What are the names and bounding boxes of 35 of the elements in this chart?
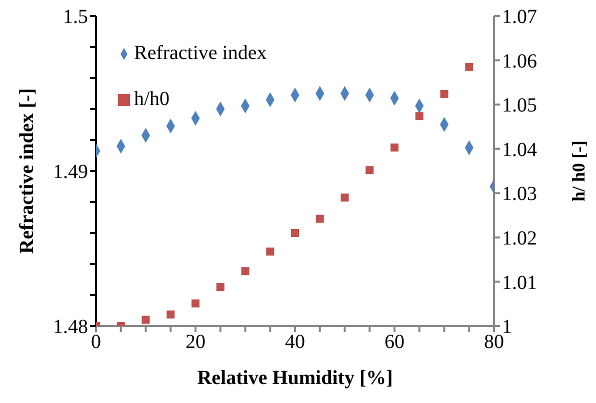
x-tick-label: 0 bbox=[91, 331, 101, 354]
x-tick-label: 40 bbox=[285, 331, 305, 354]
y-tick-label: 1.5 bbox=[63, 6, 88, 28]
y-tick-label: 1.48 bbox=[53, 316, 88, 338]
y2-tick-label: 1.04 bbox=[502, 138, 537, 161]
point bbox=[340, 194, 349, 202]
y2-axis-title: h/ h0 [-] bbox=[568, 140, 588, 202]
point bbox=[241, 267, 250, 276]
y2-tick-label: 1.03 bbox=[502, 183, 537, 206]
legend-label: h/h0 bbox=[134, 88, 170, 110]
y2-tick-label: 1.02 bbox=[502, 228, 537, 250]
point bbox=[415, 112, 424, 120]
point bbox=[192, 299, 200, 308]
point bbox=[440, 90, 448, 98]
x-tick-label: 60 bbox=[384, 331, 404, 354]
y2-tick-label: 1.05 bbox=[502, 94, 537, 117]
point bbox=[316, 214, 324, 223]
point bbox=[291, 229, 299, 237]
point bbox=[142, 316, 150, 324]
y-axis-title: Refractive index [-] bbox=[16, 88, 38, 254]
y2-tick-label: 1 bbox=[502, 316, 512, 338]
y2-tick-label: 1.01 bbox=[502, 272, 537, 294]
point bbox=[216, 283, 224, 292]
x-axis-title: Relative Humidity [%] bbox=[197, 367, 393, 389]
x-tick-label: 20 bbox=[186, 331, 206, 354]
point bbox=[465, 62, 474, 71]
point bbox=[266, 248, 274, 256]
y2-tick-label: 1.07 bbox=[502, 6, 537, 28]
y-tick-label: 1.49 bbox=[53, 161, 88, 184]
point bbox=[366, 166, 374, 174]
point bbox=[166, 310, 175, 318]
point bbox=[390, 144, 398, 152]
y2-tick-label: 1.06 bbox=[502, 50, 537, 72]
x-tick-label: 80 bbox=[484, 331, 504, 354]
legend-label: Refractive index bbox=[134, 42, 267, 64]
